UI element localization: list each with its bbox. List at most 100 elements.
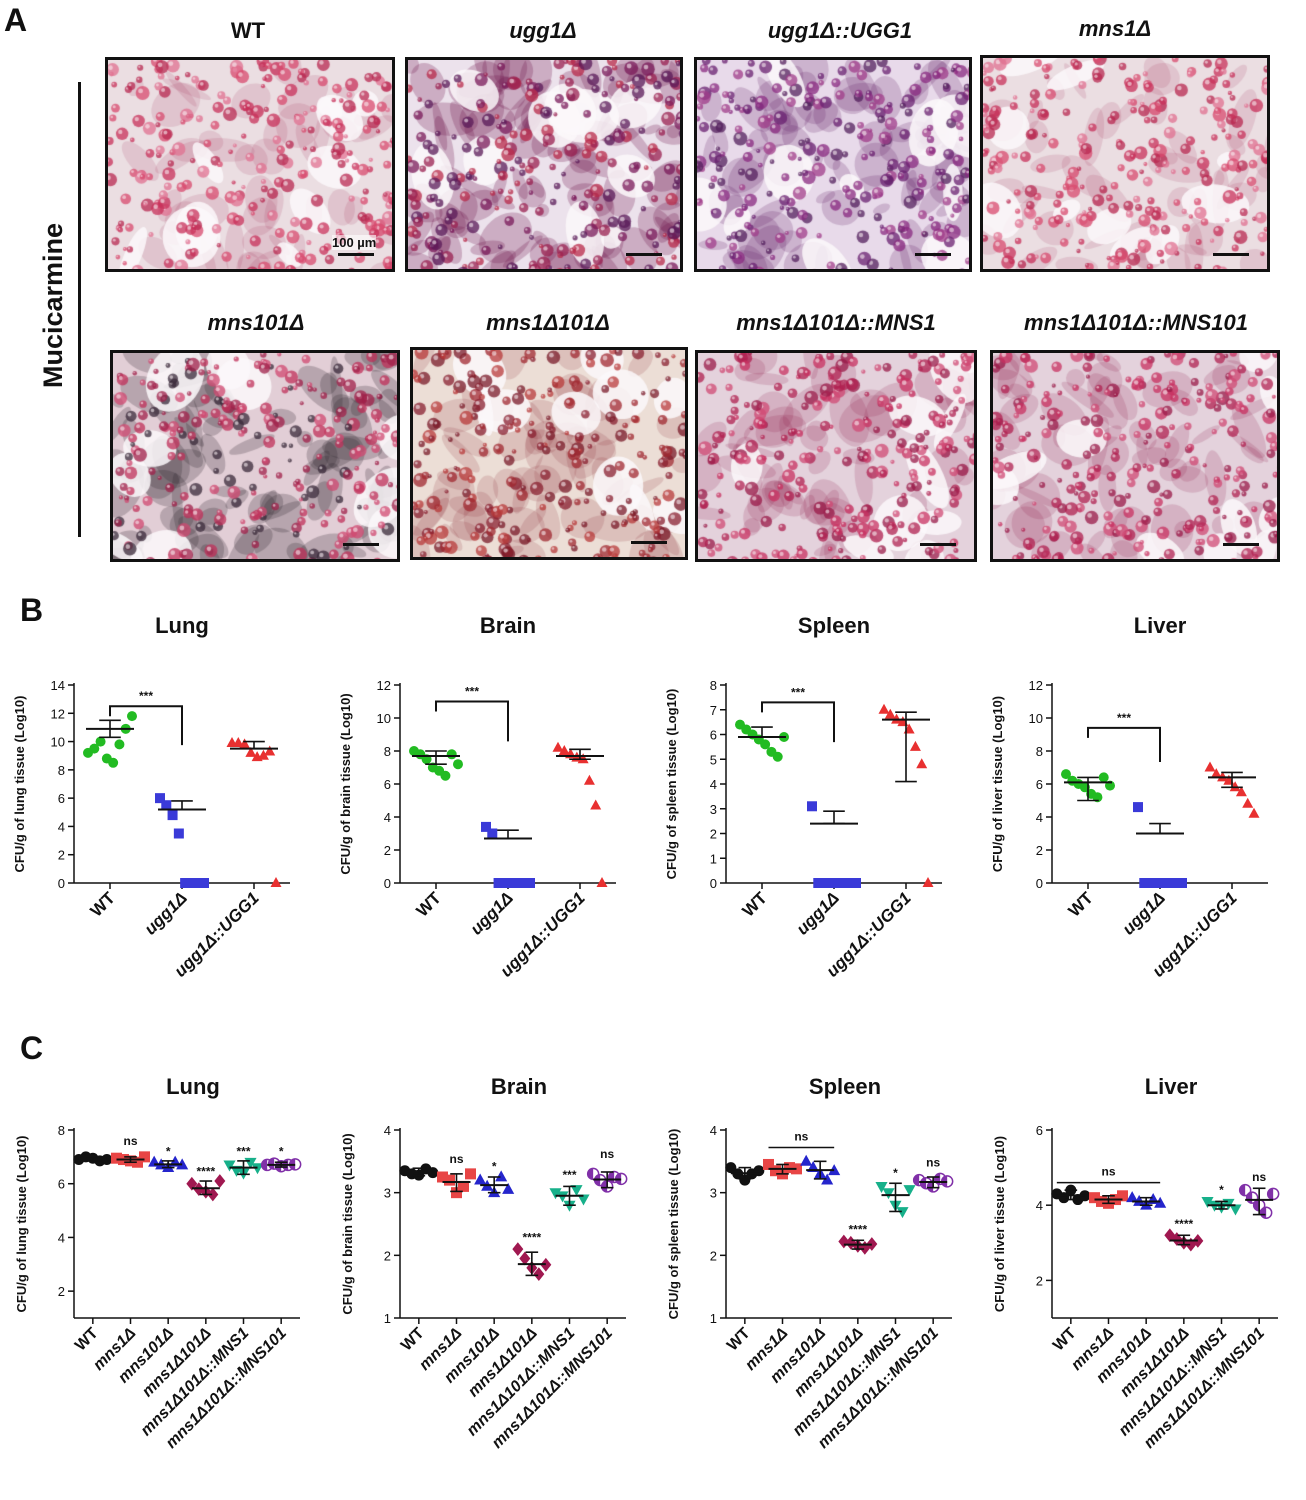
data-point [180, 878, 191, 888]
data-point [549, 1188, 562, 1200]
y-tick-label: 12 [51, 706, 65, 721]
data-point [499, 878, 510, 888]
data-point [570, 1185, 583, 1197]
series-group [552, 741, 608, 887]
series-group [1089, 1190, 1128, 1209]
data-point [760, 739, 771, 750]
data-point [1139, 878, 1150, 888]
y-tick-label: 6 [58, 1177, 65, 1192]
histology-image [110, 350, 400, 562]
y-tick-label: 8 [1036, 744, 1043, 759]
spleen-cfu-chart-b: Spleen CFU/g of spleen tissue (Log10) 0 1 2 3… [664, 613, 942, 981]
data-point [512, 1242, 524, 1256]
data-point [596, 877, 608, 887]
data-point [1201, 1197, 1214, 1209]
data-point [518, 878, 529, 888]
data-point-half [1267, 1188, 1274, 1200]
significance-bracket [435, 700, 509, 742]
y-tick-label: 3 [384, 1186, 391, 1201]
series-group [111, 1151, 150, 1168]
data-point [89, 743, 100, 754]
histology-title: mns1Δ101Δ::MNS101 [1024, 310, 1248, 335]
data-point [772, 751, 783, 762]
data-point [1151, 878, 1162, 888]
data-point [896, 1207, 909, 1219]
data-point [487, 828, 498, 839]
histology-image [405, 57, 683, 272]
series-group [474, 1170, 515, 1198]
series-group [83, 711, 137, 768]
data-point [223, 1160, 236, 1172]
data-point [832, 878, 843, 888]
data-point [495, 1170, 508, 1182]
significance-label: **** [196, 1165, 215, 1179]
x-tick-label: WT [724, 1325, 754, 1355]
y-axis-label: CFU/g of spleen tissue (Log10) [666, 1129, 681, 1320]
data-point [1158, 878, 1169, 888]
data-point [155, 793, 165, 804]
data-point [1145, 878, 1156, 888]
data-point [828, 1164, 841, 1176]
chart-title: Lung [166, 1074, 220, 1099]
y-axis-label: CFU/g of brain tissue (Log10) [338, 693, 353, 874]
significance-label: * [893, 1166, 898, 1180]
series-group [1164, 1228, 1204, 1252]
liver-cfu-chart-b: Liver CFU/g of liver tissue (Log10) 0 2 4 6 8 1… [990, 613, 1268, 981]
chart-title: Spleen [809, 1074, 881, 1099]
panel-label-c: C [20, 1030, 44, 1066]
y-tick-label: 0 [1036, 876, 1043, 891]
data-point [882, 1188, 895, 1200]
data-point [465, 1168, 476, 1180]
y-tick-label: 10 [51, 735, 65, 750]
data-point [784, 1162, 795, 1174]
y-tick-label: 2 [384, 843, 391, 858]
data-point [264, 745, 276, 756]
data-point [173, 828, 184, 839]
y-tick-label: 3 [710, 1186, 717, 1201]
data-point [127, 711, 137, 722]
significance-label: *** [791, 685, 805, 699]
data-point [878, 703, 890, 714]
scale-bar [915, 253, 951, 256]
y-tick-label: 1 [710, 851, 717, 866]
data-point [807, 801, 817, 812]
histology-image [990, 350, 1280, 562]
y-tick-label: 10 [1029, 711, 1043, 726]
panel-label-b: B [20, 592, 44, 628]
data-point-half [913, 1174, 920, 1186]
y-tick-label: 2 [1036, 1273, 1043, 1288]
data-point [270, 877, 282, 887]
scale-bar [626, 253, 662, 256]
significance-label: ns [1252, 1170, 1266, 1184]
data-point-half [601, 1180, 608, 1192]
y-tick-label: 6 [1036, 777, 1043, 792]
series-group [807, 801, 861, 888]
data-point [245, 746, 257, 757]
x-tick-label: WT [87, 888, 120, 921]
series-group [875, 1182, 916, 1219]
y-tick-label: 12 [1029, 678, 1043, 693]
data-point [563, 1200, 576, 1212]
series-group [549, 1185, 590, 1212]
series-group [1204, 761, 1260, 818]
series-group [186, 1174, 226, 1202]
data-point [1117, 1190, 1128, 1202]
y-tick-label: 4 [384, 810, 391, 825]
y-tick-label: 14 [51, 678, 65, 693]
data-point [167, 810, 178, 821]
data-point [451, 1187, 462, 1199]
data-point [922, 877, 934, 887]
stain-bracket-line [78, 82, 81, 537]
data-point-half [587, 1168, 594, 1180]
data-point [481, 821, 491, 832]
significance-label: *** [236, 1145, 250, 1159]
data-point [214, 1174, 226, 1188]
data-point-half [1260, 1207, 1267, 1219]
data-point [207, 1187, 219, 1202]
series-group [800, 1154, 841, 1185]
y-axis-label: CFU/g of liver tissue (Log10) [990, 696, 1005, 872]
y-axis-label: CFU/g of liver tissue (Log10) [992, 1136, 1007, 1312]
data-point [844, 878, 855, 888]
significance-bracket [1087, 726, 1161, 763]
x-tick-label: ugg1Δ [467, 888, 517, 938]
